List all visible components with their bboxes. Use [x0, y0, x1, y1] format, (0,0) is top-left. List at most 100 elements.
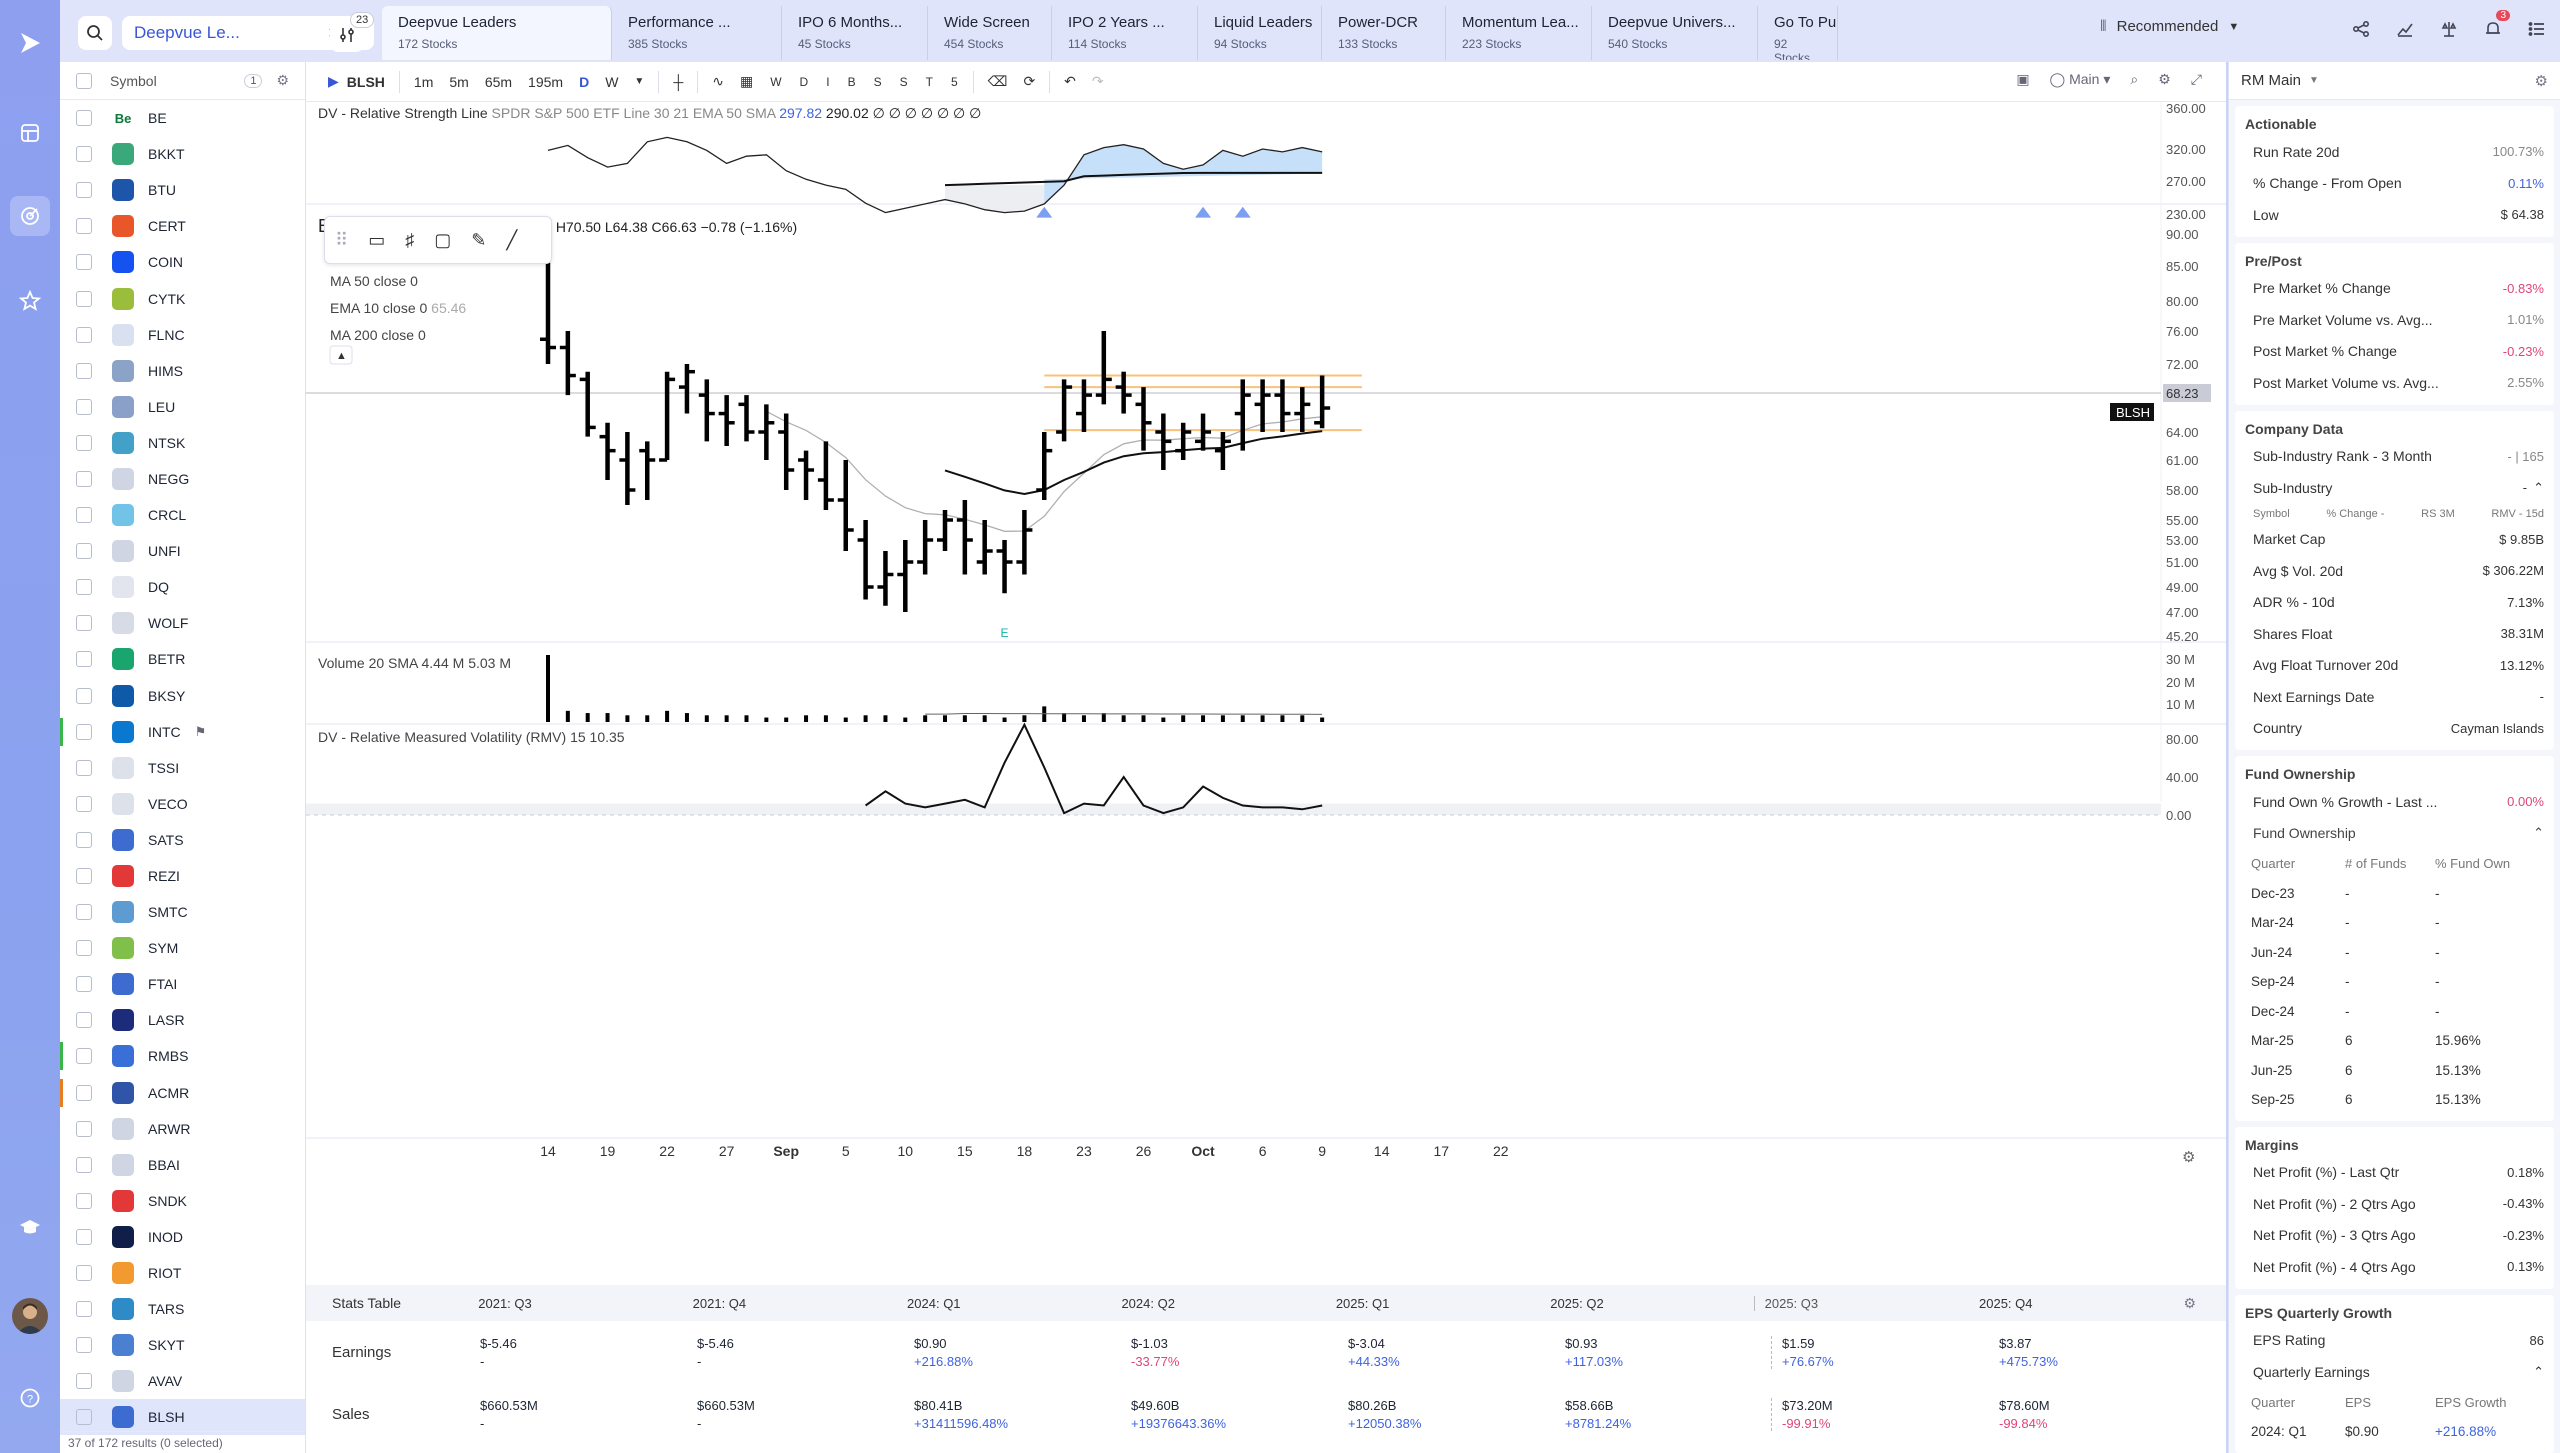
row-checkbox[interactable]	[76, 795, 92, 812]
bell-icon[interactable]: 3	[2482, 10, 2510, 40]
help-icon[interactable]: ?	[15, 1383, 45, 1413]
sidebar-item-skyt[interactable]: SKYT	[60, 1327, 305, 1363]
sidebar-item-ntsk[interactable]: NTSK	[60, 425, 305, 461]
redo-icon[interactable]: ↷	[1091, 73, 1104, 89]
range-button[interactable]: S	[899, 74, 908, 89]
row-checkbox[interactable]	[76, 218, 92, 235]
row-checkbox[interactable]	[76, 110, 92, 127]
row-checkbox[interactable]	[76, 1156, 92, 1173]
row-checkbox[interactable]	[76, 182, 92, 199]
row-checkbox[interactable]	[76, 868, 92, 885]
interval-65m[interactable]: 65m	[484, 73, 513, 90]
row-checkbox[interactable]	[76, 1084, 92, 1101]
row-checkbox[interactable]	[76, 1192, 92, 1209]
bar-style-icon[interactable]: ┼	[673, 73, 684, 90]
row-checkbox[interactable]	[76, 651, 92, 668]
search-button[interactable]	[78, 16, 112, 50]
drag-handle-icon[interactable]: ⠿	[335, 229, 349, 250]
range-button[interactable]: 5	[950, 74, 958, 89]
refresh-icon[interactable]: ⟳	[1023, 73, 1036, 89]
range-button[interactable]: T	[925, 74, 933, 89]
eraser-icon[interactable]: ⌫	[987, 73, 1008, 89]
sidebar-item-veco[interactable]: VECO	[60, 786, 305, 822]
row-checkbox[interactable]	[76, 687, 92, 704]
sidebar-item-rmbs[interactable]: RMBS	[60, 1038, 305, 1074]
sidebar-item-ftai[interactable]: FTAI	[60, 966, 305, 1002]
sidebar-item-be[interactable]: Be BE	[60, 100, 305, 136]
comment-tool-icon[interactable]: ▢	[434, 229, 452, 250]
range-button[interactable]: W	[770, 74, 782, 89]
interval-D[interactable]: D	[579, 73, 590, 90]
share-icon[interactable]	[2350, 18, 2372, 40]
sidebar-item-sndk[interactable]: SNDK	[60, 1183, 305, 1219]
row-checkbox[interactable]	[76, 1048, 92, 1065]
layout-icon[interactable]: ▣	[2016, 71, 2030, 87]
row-checkbox[interactable]	[76, 1301, 92, 1318]
row-checkbox[interactable]	[76, 1373, 92, 1390]
row-checkbox[interactable]	[76, 398, 92, 415]
row-checkbox[interactable]	[76, 434, 92, 451]
tab-6[interactable]: Power-DCR 133 Stocks	[1322, 6, 1446, 60]
row-checkbox[interactable]	[76, 759, 92, 776]
sidebar-item-btu[interactable]: BTU	[60, 172, 305, 208]
symbol-column-header[interactable]: Symbol	[110, 72, 157, 89]
flag-icon[interactable]: ⚑	[194, 723, 207, 739]
row-checkbox[interactable]	[76, 1265, 92, 1282]
sidebar-item-lasr[interactable]: LASR	[60, 1002, 305, 1038]
education-icon[interactable]	[15, 1212, 45, 1242]
tab-4[interactable]: IPO 2 Years ... 114 Stocks	[1052, 6, 1198, 60]
sidebar-item-wolf[interactable]: WOLF	[60, 605, 305, 641]
sidebar-item-riot[interactable]: RIOT	[60, 1255, 305, 1291]
row-checkbox[interactable]	[76, 615, 92, 632]
sidebar-item-cytk[interactable]: CYTK	[60, 280, 305, 316]
row-checkbox[interactable]	[76, 1120, 92, 1137]
row-checkbox[interactable]	[76, 976, 92, 993]
sidebar-item-flnc[interactable]: FLNC	[60, 317, 305, 353]
play-icon[interactable]: ▶	[328, 73, 339, 89]
row-checkbox[interactable]	[76, 1409, 92, 1426]
sidebar-item-acmr[interactable]: ACMR	[60, 1075, 305, 1111]
list-icon[interactable]	[2526, 18, 2548, 40]
sidebar-item-cert[interactable]: CERT	[60, 208, 305, 244]
tab-7[interactable]: Momentum Lea... 223 Stocks	[1446, 6, 1592, 60]
tab-0[interactable]: Deepvue Leaders 172 Stocks	[382, 6, 612, 60]
gear-icon[interactable]: ⚙	[2534, 72, 2548, 90]
tab-1[interactable]: Performance ... 385 Stocks	[612, 6, 782, 60]
sidebar-item-dq[interactable]: DQ	[60, 569, 305, 605]
row-checkbox[interactable]	[76, 290, 92, 307]
chart-icon[interactable]	[2394, 18, 2416, 40]
sidebar-item-betr[interactable]: BETR	[60, 641, 305, 677]
chevron-up-icon[interactable]: ⌃	[2533, 479, 2544, 495]
row-checkbox[interactable]	[76, 579, 92, 596]
undo-icon[interactable]: ↶	[1064, 73, 1076, 89]
sidebar-item-intc[interactable]: INTC ⚑	[60, 714, 305, 750]
interval-5m[interactable]: 5m	[449, 73, 469, 90]
gear-icon[interactable]: ⚙	[2158, 71, 2171, 87]
sidebar-item-negg[interactable]: NEGG	[60, 461, 305, 497]
row-checkbox[interactable]	[76, 723, 92, 740]
user-avatar[interactable]	[12, 1298, 48, 1334]
row-checkbox[interactable]	[76, 1337, 92, 1354]
range-button[interactable]: I	[826, 74, 830, 89]
select-all-checkbox[interactable]	[76, 72, 92, 89]
sidebar-item-blsh[interactable]: BLSH	[60, 1399, 305, 1436]
interval-W[interactable]: W	[605, 73, 619, 90]
sidebar-item-tssi[interactable]: TSSI	[60, 750, 305, 786]
sidebar-item-hims[interactable]: HIMS	[60, 353, 305, 389]
row-checkbox[interactable]	[76, 1012, 92, 1029]
sidebar-item-rezi[interactable]: REZI	[60, 858, 305, 894]
sidebar-item-bbai[interactable]: BBAI	[60, 1147, 305, 1183]
scale-icon[interactable]	[2438, 18, 2460, 40]
sidebar-item-crcl[interactable]: CRCL	[60, 497, 305, 533]
brush-tool-icon[interactable]: ✎	[471, 229, 487, 250]
sidebar-item-inod[interactable]: INOD	[60, 1219, 305, 1255]
row-checkbox[interactable]	[76, 543, 92, 560]
sidebar-item-tars[interactable]: TARS	[60, 1291, 305, 1327]
sidebar-item-sym[interactable]: SYM	[60, 930, 305, 966]
collapse-indicators-button[interactable]	[329, 345, 353, 365]
row-checkbox[interactable]	[76, 470, 92, 487]
sidebar-item-avav[interactable]: AVAV	[60, 1363, 305, 1399]
sidebar-item-bkkt[interactable]: BKKT	[60, 136, 305, 172]
chevron-down-icon[interactable]: ▼	[634, 76, 645, 87]
sidebar-item-bksy[interactable]: BKSY	[60, 678, 305, 714]
